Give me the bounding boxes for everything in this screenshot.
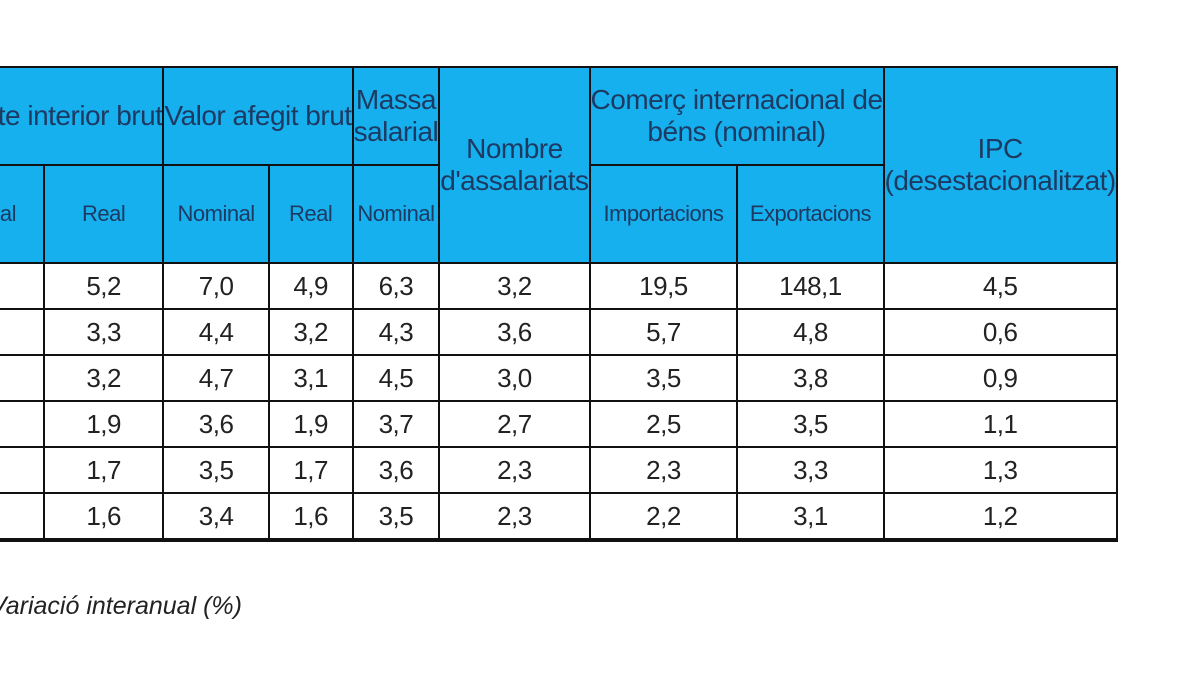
header-nombre-assalariats: Nombre d'assalariats — [438, 66, 591, 264]
table-row: 4,83,24,73,14,53,03,53,80,9 — [0, 354, 1118, 402]
cell: 3,5 — [351, 492, 441, 542]
header-vab: Valor afegit brut — [162, 66, 354, 166]
table-row: 3,71,93,61,93,72,72,53,51,1 — [0, 400, 1118, 448]
cell: 148,1 — [736, 262, 885, 310]
cell: 0,6 — [882, 308, 1118, 356]
cell: 3,2 — [267, 308, 354, 356]
footnote: Variació interanual (%) — [0, 592, 242, 620]
cell: 3,4 — [162, 492, 270, 542]
cell: 1,2 — [882, 492, 1118, 542]
cell: 3,6 — [438, 308, 591, 356]
cell: 4,5 — [0, 308, 45, 356]
cell: 3,3 — [42, 308, 165, 356]
subheader-vab-nominal: Nominal — [162, 164, 270, 264]
cell: 1,6 — [42, 492, 165, 542]
cell: 3,7 — [0, 400, 45, 448]
cell: 5,2 — [42, 262, 165, 310]
cell: 1,9 — [42, 400, 165, 448]
table-row: 3,51,73,51,73,62,32,33,31,3 — [0, 446, 1118, 494]
table-row: 3,41,63,41,63,52,32,23,11,2 — [0, 492, 1118, 542]
cell: 0,9 — [882, 354, 1118, 402]
cell: 7,0 — [162, 262, 270, 310]
cell: 1,7 — [42, 446, 165, 494]
cell: 19,5 — [588, 262, 739, 310]
cell: 3,7 — [351, 400, 441, 448]
cell: 4,9 — [267, 262, 354, 310]
cell: 2,5 — [588, 400, 739, 448]
cell: 4,7 — [162, 354, 270, 402]
subheader-pib-real: Real — [42, 164, 165, 264]
cell: 1,6 — [267, 492, 354, 542]
subheader-vab-real: Real — [267, 164, 354, 264]
cell: 3,5 — [588, 354, 739, 402]
cell: 1,1 — [882, 400, 1118, 448]
cell: 3,2 — [438, 262, 591, 310]
header-massa-salarial: Massa salarial — [351, 66, 441, 166]
cell: 7,2 — [0, 262, 45, 310]
cell: 6,3 — [351, 262, 441, 310]
subheader-exportacions: Exportacions — [736, 164, 885, 264]
subheader-massa-nominal: Nominal — [351, 164, 441, 264]
cell: 3,5 — [736, 400, 885, 448]
cell: 4,5 — [882, 262, 1118, 310]
cell: 3,8 — [736, 354, 885, 402]
cell: 3,3 — [736, 446, 885, 494]
cell: 4,3 — [351, 308, 441, 356]
cell: 3,6 — [162, 400, 270, 448]
header-ipc: IPC (desestacionalitzat) — [882, 66, 1118, 264]
table-row: 4,53,34,43,24,33,65,74,80,6 — [0, 308, 1118, 356]
cell: 1,3 — [882, 446, 1118, 494]
subheader-importacions: Importacions — [588, 164, 739, 264]
cell: 3,6 — [351, 446, 441, 494]
header-comerc-internacional: Comerç internacional de béns (nominal) — [588, 66, 885, 166]
cell: 3,1 — [736, 492, 885, 542]
cell: 2,3 — [438, 446, 591, 494]
cell: 3,2 — [42, 354, 165, 402]
cell: 1,7 — [267, 446, 354, 494]
cell: 3,5 — [0, 446, 45, 494]
cell: 2,7 — [438, 400, 591, 448]
cell: 3,1 — [267, 354, 354, 402]
cell: 2,3 — [438, 492, 591, 542]
cell: 5,7 — [588, 308, 739, 356]
cell: 3,0 — [438, 354, 591, 402]
cell: 2,2 — [588, 492, 739, 542]
cell: 4,5 — [351, 354, 441, 402]
subheader-pib-nominal: Nominal — [0, 164, 45, 264]
cell: 4,8 — [736, 308, 885, 356]
cell: 2,3 — [588, 446, 739, 494]
cell: 3,5 — [162, 446, 270, 494]
header-pib: Producte interior brut — [0, 66, 165, 166]
cell: 3,4 — [0, 492, 45, 542]
cell: 4,8 — [0, 354, 45, 402]
economic-indicators-table: Producte interior brut Valor afegit brut… — [0, 66, 1118, 542]
cell: 4,4 — [162, 308, 270, 356]
cell: 1,9 — [267, 400, 354, 448]
